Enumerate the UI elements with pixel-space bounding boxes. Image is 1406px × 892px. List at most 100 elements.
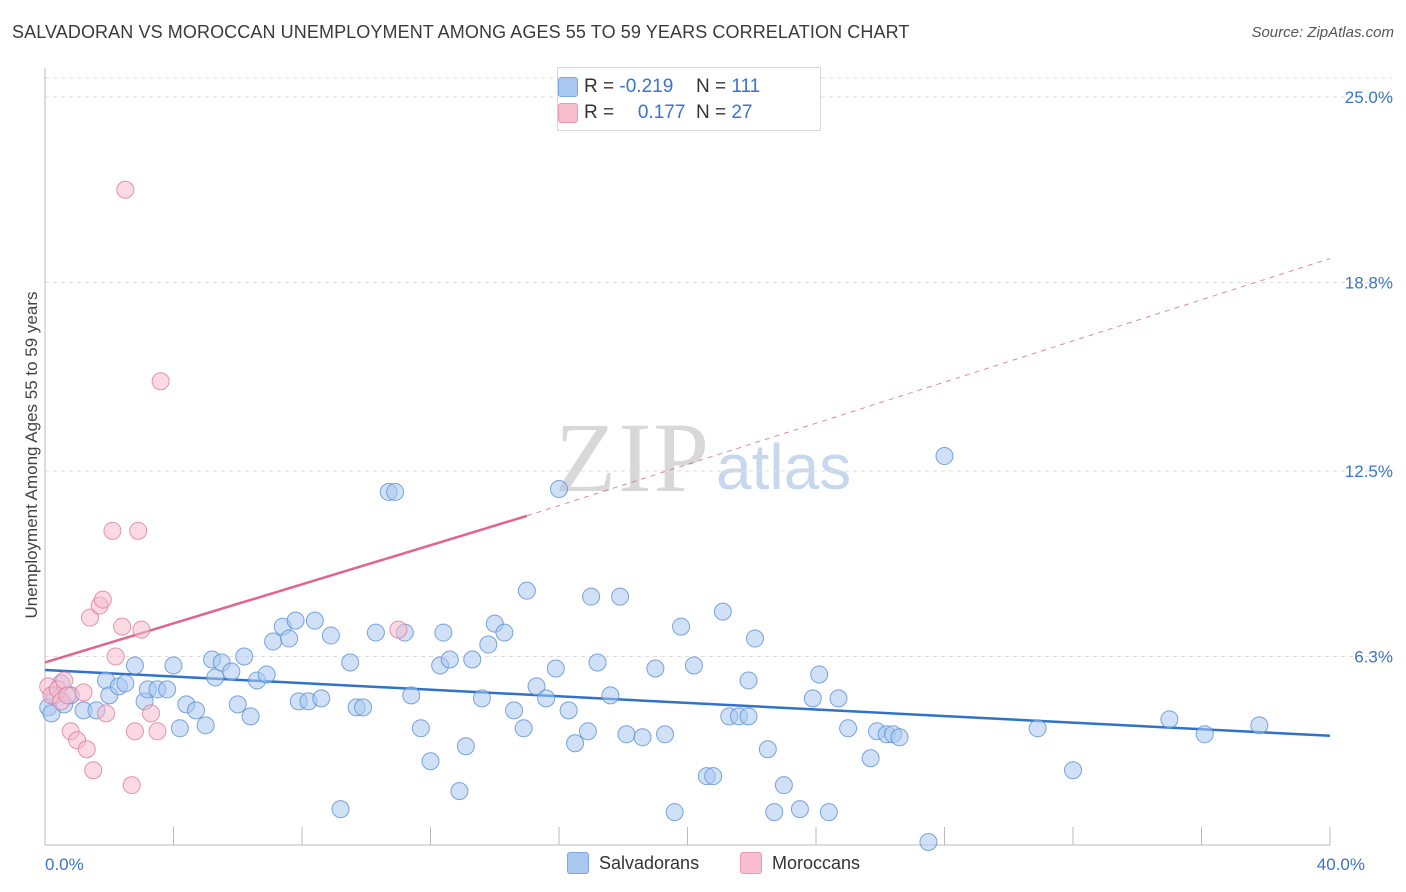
salvadoran-point: [321, 626, 340, 645]
legend-n-label: N =: [695, 102, 727, 123]
salvadoran-point: [517, 581, 536, 600]
salvadoran-point: [611, 587, 630, 606]
tick-labels: 6.3% 12.5% 18.8% 25.0% 0.0% 40.0%: [45, 88, 1393, 874]
source-label: Source: ZipAtlas.com: [1251, 24, 1394, 41]
correlation-legend: R = -0.219 N = 111 R = 0.177 N = 27: [557, 67, 821, 131]
watermark-zip: ZIP: [555, 402, 711, 513]
moroccan-point: [122, 776, 141, 795]
salvadoran-point: [672, 617, 691, 636]
salvadoran-point: [402, 686, 421, 705]
salvadoran-point: [495, 623, 514, 642]
salvadoran-point: [440, 650, 459, 669]
salvadoran-point: [646, 659, 665, 678]
salvadoran-point: [774, 776, 793, 795]
grid-lines: [45, 77, 1392, 658]
salvadoran-point: [803, 689, 822, 708]
salvadoran-point: [450, 782, 469, 801]
legend-r-value: -0.219: [619, 76, 674, 97]
data-points: [39, 180, 1269, 852]
moroccan-point: [151, 372, 170, 391]
salvadoran-point: [228, 695, 247, 714]
salvadoran-point: [1250, 716, 1269, 735]
legend-row-salvadorans: R = -0.219 N = 111: [558, 76, 761, 98]
salvadoran-point: [411, 719, 430, 738]
salvadoran-point: [550, 479, 568, 498]
y-tick-label: 18.8%: [1345, 274, 1393, 293]
legend-n-value: 27: [731, 102, 753, 123]
salvadoran-point: [305, 611, 324, 630]
moroccan-point: [142, 704, 161, 723]
moroccan-trend-line: [44, 514, 528, 664]
salvadoran-point: [366, 623, 385, 642]
salvadoran-point: [186, 701, 205, 720]
salvadoran-point: [633, 728, 652, 747]
salvadoran-point: [919, 833, 938, 852]
salvadoran-point: [1028, 719, 1047, 738]
x-tick-label: 40.0%: [1317, 855, 1365, 874]
salvadoran-point: [479, 635, 498, 654]
salvadoran-point: [861, 749, 880, 768]
salvadoran-point: [158, 680, 177, 699]
salvadoran-point: [578, 722, 597, 741]
salvadoran-point: [241, 707, 260, 726]
moroccan-point: [132, 620, 151, 639]
salvadoran-point: [386, 482, 405, 501]
salvadoran-point: [514, 719, 533, 738]
salvadoran-point: [829, 689, 848, 708]
salvadoran-point: [819, 803, 838, 822]
salvadoran-point: [354, 698, 373, 717]
salvadoran-point: [617, 725, 636, 744]
legend-r-value: 0.177: [637, 102, 686, 123]
chart-title: SALVADORAN VS MOROCCAN UNEMPLOYMENT AMON…: [12, 22, 910, 42]
salvadoran-point: [196, 716, 215, 735]
legend-r-label: R =: [584, 76, 615, 97]
salvadoran-point: [704, 767, 723, 786]
axes: [44, 68, 1331, 846]
salvadoran-point: [582, 587, 601, 606]
moroccan-point: [74, 683, 93, 702]
legend-swatch-pink: [740, 852, 762, 874]
salvadoran-point: [421, 752, 440, 771]
salvadoran-point: [601, 686, 620, 705]
salvadoran-point: [739, 671, 758, 690]
moroccan-point: [55, 671, 74, 690]
moroccan-point: [97, 704, 116, 723]
moroccan-point: [148, 722, 167, 741]
salvadoran-point: [566, 734, 585, 753]
salvadoran-point: [839, 719, 858, 738]
y-axis-label: Unemployment Among Ages 55 to 59 years: [22, 291, 41, 619]
moroccan-trend-extension: [526, 258, 1331, 517]
salvadoran-point: [116, 674, 135, 693]
salvadoran-point: [257, 665, 276, 684]
salvadoran-point: [790, 800, 809, 819]
moroccan-point: [84, 761, 103, 780]
legend-item-salvadorans: Salvadorans: [567, 852, 699, 874]
legend-n-value: 111: [731, 76, 761, 97]
moroccan-point: [113, 617, 132, 636]
legend-swatch-blue: [558, 77, 578, 97]
legend-item-label: Salvadorans: [599, 852, 700, 873]
moroccan-point: [77, 740, 96, 759]
salvadoran-point: [739, 707, 758, 726]
salvadoran-point: [264, 632, 283, 651]
salvadoran-point: [472, 689, 491, 708]
salvadoran-point: [222, 662, 241, 681]
salvadoran-point: [312, 689, 331, 708]
legend-row-moroccans: R = 0.177 N = 27: [558, 102, 753, 124]
moroccan-point: [389, 620, 408, 639]
salvadoran-point: [280, 629, 299, 648]
salvadoran-point: [935, 447, 954, 466]
y-tick-label: 6.3%: [1354, 648, 1393, 667]
salvadoran-point: [890, 728, 909, 747]
legend-item-moroccans: Moroccans: [740, 852, 860, 874]
salvadoran-point: [758, 740, 777, 759]
salvadoran-point: [1064, 761, 1082, 780]
moroccan-point: [116, 180, 135, 199]
legend-item-label: Moroccans: [772, 852, 861, 873]
legend-swatch-blue: [567, 852, 589, 874]
salvadoran-point: [235, 647, 254, 666]
moroccan-point: [125, 722, 144, 741]
salvadoran-point: [505, 701, 524, 720]
salvadoran-point: [713, 602, 732, 621]
